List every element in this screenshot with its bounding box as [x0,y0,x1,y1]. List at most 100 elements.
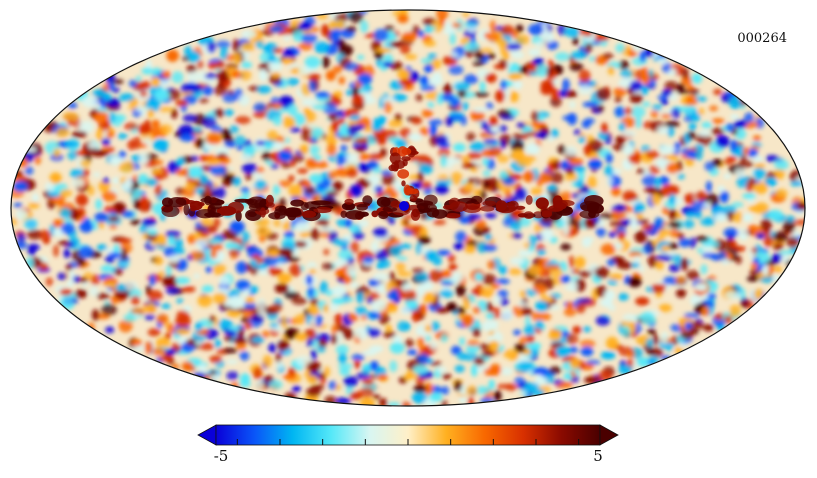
fluctuation-blob [622,130,636,138]
fluctuation-blob [551,88,560,101]
fluctuation-blob [338,249,353,261]
fluctuation-blob [123,179,133,189]
fluctuation-blob [657,94,669,101]
fluctuation-blob [389,360,398,373]
fluctuation-blob [369,152,384,160]
plane-emission-blob [390,200,401,208]
fluctuation-blob [509,62,520,72]
fluctuation-blob [731,202,744,208]
fluctuation-blob [439,289,454,299]
fluctuation-blob [399,44,411,55]
fluctuation-blob [493,390,502,402]
fluctuation-blob [578,136,586,144]
fluctuation-blob [535,41,546,49]
fluctuation-blob [241,162,258,174]
fluctuation-blob [251,336,265,343]
fluctuation-blob [94,212,109,223]
fluctuation-blob [639,50,646,63]
fluctuation-blob [482,243,497,252]
fluctuation-blob [486,301,493,312]
fluctuation-blob [93,111,109,124]
fluctuation-blob [349,225,358,233]
fluctuation-blob [547,161,555,173]
fluctuation-blob [781,255,790,263]
fluctuation-blob [690,112,701,122]
fluctuation-blob [497,289,509,298]
fluctuation-blob [267,267,283,276]
fluctuation-blob [229,220,245,234]
fluctuation-blob [335,344,349,355]
fluctuation-blob [197,60,204,70]
fluctuation-blob [429,341,437,351]
fluctuation-blob [636,168,645,174]
fluctuation-blob [294,221,311,233]
fluctuation-blob [732,211,743,223]
fluctuation-blob [685,94,699,106]
fluctuation-blob [499,139,506,150]
fluctuation-blob [39,229,52,242]
fluctuation-blob [359,387,374,398]
fluctuation-blob [342,234,353,241]
fluctuation-blob [628,250,643,258]
fluctuation-blob [384,25,395,32]
fluctuation-blob [326,143,337,157]
fluctuation-blob [292,385,301,393]
fluctuation-blob [435,134,449,146]
fluctuation-blob [98,180,111,193]
fluctuation-blob [578,270,592,278]
fluctuation-blob [154,88,170,102]
fluctuation-blob [303,179,312,188]
plane-emission-blob [388,164,396,172]
fluctuation-blob [763,235,774,247]
plane-emission-blob [535,197,549,210]
fluctuation-blob [574,219,582,231]
fluctuation-blob [727,233,734,240]
fluctuation-blob [554,52,570,61]
plane-emission-blob [204,195,212,206]
fluctuation-blob [622,313,637,323]
fluctuation-blob [129,288,142,300]
fluctuation-blob [568,101,576,109]
fluctuation-blob [309,228,320,241]
fluctuation-blob [272,71,280,79]
fluctuation-blob [516,122,526,129]
fluctuation-blob [726,211,736,222]
fluctuation-blob [566,333,579,345]
fluctuation-blob [332,181,344,191]
fluctuation-blob [45,277,54,287]
fluctuation-blob [405,54,418,60]
fluctuation-blob [339,135,354,141]
fluctuation-blob [331,324,338,335]
fluctuation-blob [424,335,432,342]
fluctuation-blob [261,151,272,162]
fluctuation-blob [283,48,295,60]
fluctuation-blob [580,346,594,357]
fluctuation-blob [419,163,433,175]
fluctuation-blob [472,306,481,314]
fluctuation-blob [453,242,465,251]
fluctuation-blob [459,216,471,224]
fluctuation-blob [280,316,288,329]
fluctuation-blob [528,23,544,36]
fluctuation-blob [472,60,485,67]
fluctuation-blob [59,297,74,310]
fluctuation-blob [254,218,270,226]
fluctuation-blob [588,158,602,170]
fluctuation-blob [144,314,156,321]
fluctuation-blob [289,263,302,277]
fluctuation-blob [288,184,303,197]
fluctuation-blob [561,330,569,337]
fluctuation-blob [547,135,555,142]
fluctuation-blob [357,252,365,265]
fluctuation-blob [59,189,73,198]
fluctuation-blob [345,26,357,32]
fluctuation-blob [513,80,523,90]
fluctuation-blob [304,329,316,337]
fluctuation-blob [278,180,292,188]
fluctuation-blob [338,76,346,85]
fluctuation-blob [65,263,73,272]
fluctuation-blob [328,230,338,243]
fluctuation-blob [457,306,466,316]
fluctuation-blob [425,91,441,101]
fluctuation-blob [232,39,240,52]
